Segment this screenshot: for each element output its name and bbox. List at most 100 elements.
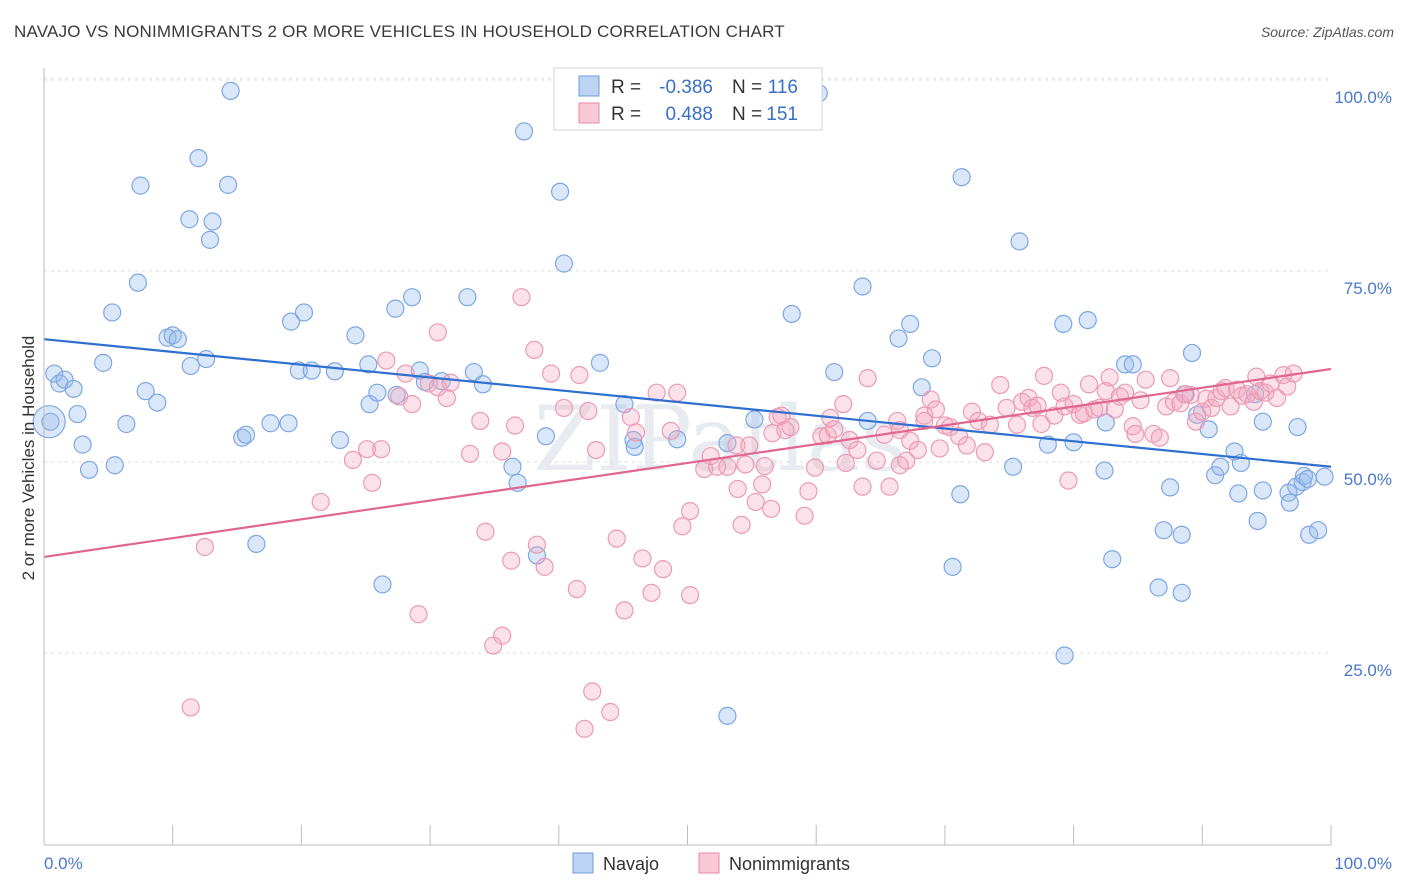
navajo-point bbox=[79, 460, 99, 479]
trend-lines bbox=[43, 338, 1332, 559]
legend-swatch-navajo bbox=[578, 75, 600, 97]
navajo-point bbox=[1229, 484, 1248, 503]
nonimmigrants-point bbox=[776, 421, 795, 440]
nonimmigrants-point bbox=[1197, 389, 1216, 408]
nonimmigrants-point bbox=[1059, 471, 1078, 490]
nonimmigrants-point bbox=[1079, 375, 1099, 394]
navajo-point bbox=[402, 288, 422, 307]
nonimmigrants-point bbox=[661, 421, 680, 440]
nonimmigrants-point bbox=[647, 383, 666, 402]
navajo-point bbox=[943, 557, 962, 576]
nonimmigrants-point bbox=[525, 340, 544, 359]
navajo-point bbox=[282, 312, 301, 331]
navajo-point bbox=[952, 168, 971, 187]
legend-n-nonimmigrants: 151 bbox=[766, 104, 798, 125]
nonimmigrants-point bbox=[753, 475, 772, 494]
navajo-point bbox=[1078, 310, 1097, 330]
nonimmigrants-point bbox=[1164, 392, 1184, 411]
stats-legend: R = -0.386 N = 116 R = 0.488 N = 151 bbox=[553, 67, 823, 131]
y-tick-labels: 25.0% 50.0% 75.0% 100.0% bbox=[1334, 88, 1392, 680]
nonimmigrants-point bbox=[1131, 391, 1150, 410]
navajo-point bbox=[1010, 232, 1029, 251]
navajo-point bbox=[410, 361, 429, 380]
nonimmigrants-point bbox=[755, 456, 774, 476]
nonimmigrants-point bbox=[502, 551, 521, 570]
navajo-point bbox=[1055, 646, 1074, 665]
nonimmigrants-point bbox=[505, 416, 525, 435]
nonimmigrants-point bbox=[975, 443, 994, 462]
nonimmigrants-point bbox=[570, 365, 589, 385]
navajo-point bbox=[1038, 435, 1057, 454]
nonimmigrants-point bbox=[781, 417, 800, 437]
bottom-legend-navajo: Navajo bbox=[603, 854, 659, 874]
axes bbox=[43, 68, 1332, 846]
nonimmigrants-point bbox=[746, 492, 765, 512]
nonimmigrants-point bbox=[541, 364, 561, 383]
nonimmigrants-point bbox=[512, 288, 531, 307]
nonimmigrants-point bbox=[680, 586, 700, 605]
nonimmigrants-point bbox=[836, 453, 855, 473]
navajo-point bbox=[41, 412, 60, 431]
nonimmigrants-point bbox=[853, 477, 872, 496]
nonimmigrants-point bbox=[471, 411, 490, 431]
nonimmigrants-point bbox=[962, 402, 982, 421]
nonimmigrants-point bbox=[311, 492, 330, 512]
nonimmigrants-point bbox=[493, 626, 512, 645]
nonimmigrants-point bbox=[583, 682, 602, 701]
navajo-point bbox=[168, 330, 187, 349]
nonimmigrants-point bbox=[1096, 382, 1115, 401]
nonimmigrants-point bbox=[535, 557, 554, 576]
nonimmigrants-point bbox=[926, 400, 945, 419]
navajo-point bbox=[1248, 511, 1267, 531]
nonimmigrants-point bbox=[428, 323, 447, 342]
nonimmigrants-point bbox=[579, 401, 598, 421]
nonimmigrants-point bbox=[633, 549, 652, 568]
nonimmigrants-point bbox=[575, 719, 594, 738]
nonimmigrants-point bbox=[834, 395, 853, 414]
nonimmigrants-point bbox=[372, 440, 391, 459]
navajo-point bbox=[368, 383, 387, 402]
navajo-point bbox=[889, 329, 908, 348]
nonimmigrants-point bbox=[1221, 397, 1240, 416]
nonimmigrants-point bbox=[1100, 368, 1119, 387]
navajo-point bbox=[1315, 467, 1334, 486]
nonimmigrants-point bbox=[1028, 396, 1047, 415]
nonimmigrants-point bbox=[363, 473, 382, 492]
navajo-trend-line bbox=[43, 338, 1332, 468]
nonimmigrants-point bbox=[901, 431, 920, 450]
navajo-point bbox=[1115, 355, 1135, 374]
nonimmigrants-point bbox=[484, 636, 503, 655]
bottom-swatch-navajo bbox=[572, 852, 594, 874]
chart-title: NAVAJO VS NONIMMIGRANTS 2 OR MORE VEHICL… bbox=[14, 22, 785, 41]
navajo-point bbox=[136, 382, 155, 401]
nonimmigrants-point bbox=[740, 436, 759, 455]
y-tick-label: 50.0% bbox=[1344, 470, 1392, 489]
bottom-legend-nonimmigrants: Nonimmigrants bbox=[729, 854, 850, 874]
navajo-point bbox=[330, 430, 350, 450]
nonimmigrants-point bbox=[1034, 366, 1054, 385]
nonimmigrants-point bbox=[343, 450, 362, 469]
nonimmigrants-point bbox=[437, 388, 456, 408]
grid-lines bbox=[44, 77, 1331, 654]
navajo-point bbox=[1054, 314, 1073, 334]
nonimmigrants-point bbox=[795, 506, 814, 525]
series-legend: Navajo Nonimmigrants bbox=[572, 852, 850, 874]
nonimmigrants-point bbox=[921, 390, 940, 409]
navajo-point bbox=[536, 427, 556, 446]
legend-swatch-nonimmigrants bbox=[578, 102, 600, 124]
nonimmigrants-point bbox=[949, 427, 969, 446]
nonimmigrants-point bbox=[673, 517, 692, 536]
navajo-point bbox=[279, 414, 298, 433]
nonimmigrants-point bbox=[554, 398, 574, 418]
nonimmigrants-point bbox=[732, 515, 751, 534]
nonimmigrants-point bbox=[476, 522, 495, 541]
navajo-point bbox=[825, 362, 844, 382]
legend-r-nonimmigrants: 0.488 bbox=[665, 104, 713, 125]
navajo-point bbox=[1004, 457, 1023, 476]
legend-r-label-navajo: R = bbox=[611, 77, 641, 98]
navajo-point bbox=[261, 414, 280, 433]
navajo-point bbox=[189, 149, 208, 168]
navajo-point bbox=[1253, 412, 1272, 431]
navajo-point bbox=[922, 349, 942, 368]
nonimmigrants-point bbox=[1150, 428, 1169, 447]
